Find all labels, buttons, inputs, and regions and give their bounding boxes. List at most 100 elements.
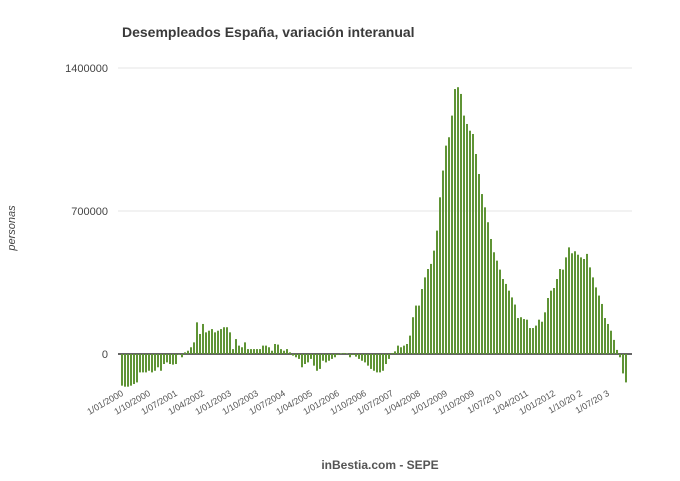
bar [430, 263, 432, 354]
bar [187, 350, 189, 354]
bar [322, 354, 324, 361]
bar [223, 327, 225, 354]
bar [493, 252, 495, 354]
bar [556, 279, 558, 354]
bar [166, 354, 168, 363]
bar [385, 354, 387, 365]
bar [193, 342, 195, 354]
bar [205, 332, 207, 354]
bar [583, 259, 585, 354]
bar [199, 333, 201, 354]
bar [271, 350, 273, 354]
bar [211, 329, 213, 354]
bar [247, 349, 249, 354]
bar [601, 303, 603, 354]
bar [571, 253, 573, 354]
bar [415, 305, 417, 354]
bar [304, 354, 306, 365]
bar [595, 287, 597, 354]
bar [262, 345, 264, 354]
bar [235, 339, 237, 354]
bar [550, 290, 552, 354]
bar [469, 130, 471, 354]
bar [424, 277, 426, 354]
bar [298, 354, 300, 359]
bar [418, 305, 420, 354]
bar [544, 312, 546, 354]
bar [355, 354, 357, 357]
bar [202, 323, 204, 354]
y-tick-label: 700000 [71, 206, 108, 218]
bar [361, 354, 363, 361]
bar [319, 354, 321, 369]
bar [121, 354, 123, 386]
bar [397, 345, 399, 354]
bar [220, 329, 222, 354]
bar [367, 354, 369, 366]
bar [619, 354, 621, 358]
bar [265, 345, 267, 354]
bar [436, 230, 438, 354]
bar [286, 349, 288, 354]
bar [352, 354, 354, 356]
bar [460, 93, 462, 355]
bar [484, 207, 486, 354]
bar [607, 323, 609, 354]
bar [136, 354, 138, 383]
bar [334, 354, 336, 358]
bar [226, 327, 228, 354]
bar [331, 354, 333, 359]
bar [400, 347, 402, 354]
bar [337, 354, 339, 356]
bar [196, 322, 198, 354]
bar [538, 319, 540, 354]
bar [181, 354, 183, 358]
bar [283, 350, 285, 354]
bar [253, 349, 255, 354]
bar [277, 344, 279, 354]
y-tick-label: 1400000 [65, 63, 108, 75]
bar [523, 319, 525, 354]
bar [388, 354, 390, 359]
bar [259, 349, 261, 354]
bar [274, 343, 276, 354]
bar [316, 354, 318, 371]
bars [121, 87, 627, 387]
bar [445, 145, 447, 354]
bar [238, 345, 240, 354]
bar [268, 347, 270, 354]
bar [190, 347, 192, 354]
bar [151, 354, 153, 373]
bar [328, 354, 330, 361]
bar [241, 347, 243, 354]
bar [370, 354, 372, 369]
bar [532, 328, 534, 354]
bar [577, 254, 579, 354]
bar [586, 253, 588, 354]
bar [553, 288, 555, 354]
bar [604, 318, 606, 354]
bar [580, 257, 582, 354]
bar [526, 319, 528, 354]
bar [172, 354, 174, 365]
bar [148, 354, 150, 371]
bar [157, 354, 159, 368]
bar [406, 343, 408, 354]
bar [625, 354, 627, 383]
bar [568, 247, 570, 354]
bar [178, 354, 180, 355]
bar [529, 328, 531, 354]
bar [127, 354, 129, 387]
bar [142, 354, 144, 373]
bar [433, 250, 435, 354]
bar [346, 353, 348, 354]
bar [520, 317, 522, 354]
bar [376, 354, 378, 373]
bar [490, 238, 492, 354]
bar [481, 194, 483, 354]
bar [565, 257, 567, 354]
bar [562, 269, 564, 354]
bar [307, 354, 309, 363]
bar [610, 330, 612, 354]
bar [616, 349, 618, 354]
